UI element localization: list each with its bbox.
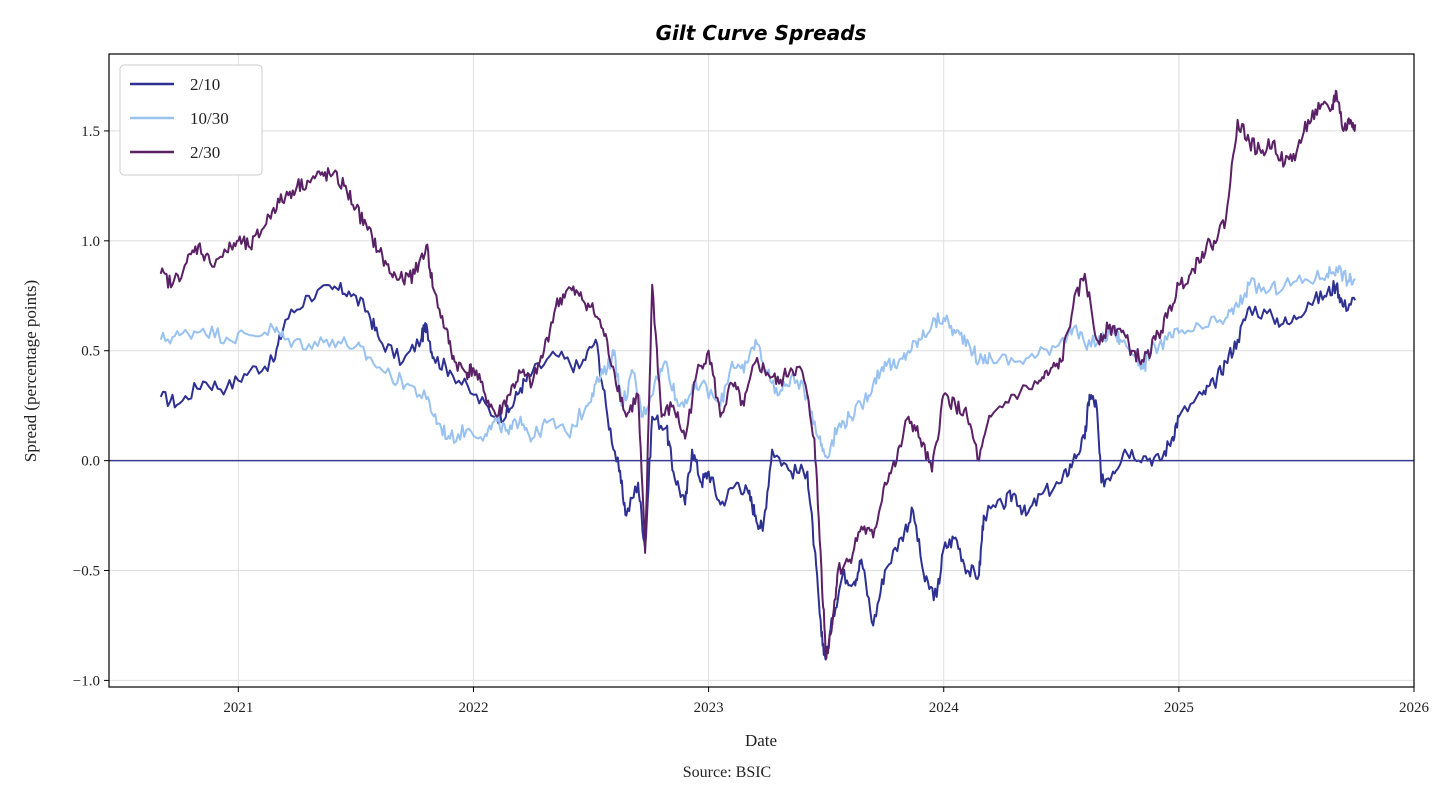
series-line-10-30 [159,264,1356,459]
y-tick-label: 0.5 [81,344,100,360]
x-tick-label: 2022 [458,700,488,716]
y-tick-label: −1.0 [73,673,100,689]
legend-label: 2/10 [190,75,220,94]
chart-title: Gilt Curve Spreads [656,21,867,45]
y-tick-label: 1.0 [81,234,100,250]
series-line-2-10 [159,280,1357,661]
plot-frame [108,53,1415,688]
series-line-2-30 [159,89,1357,660]
x-tick-label: 2023 [694,700,724,716]
source-note: Source: BSIC [683,764,771,781]
x-tick-label: 2021 [223,700,253,716]
series-layer [109,89,1414,661]
x-axis-label: Date [745,731,777,750]
legend-label: 2/30 [190,143,220,162]
y-tick-label: −0.5 [73,564,100,580]
legend: 2/10 10/30 2/30 [119,64,263,176]
legend-box [119,64,263,176]
y-axis-label: Spread (percentage points) [21,280,40,462]
x-tick-label: 2026 [1399,700,1430,716]
y-tick-label: 1.5 [81,124,100,140]
ticks-layer: 2021 2022 2023 2024 2025 2026 −1.0 −0.5 0.0 0.5 1.… [73,124,1430,716]
plot-area [109,89,1414,661]
x-tick-label: 2024 [929,700,960,716]
legend-label: 10/30 [190,109,229,128]
x-tick-label: 2025 [1164,700,1194,716]
y-tick-label: 0.0 [81,454,100,470]
